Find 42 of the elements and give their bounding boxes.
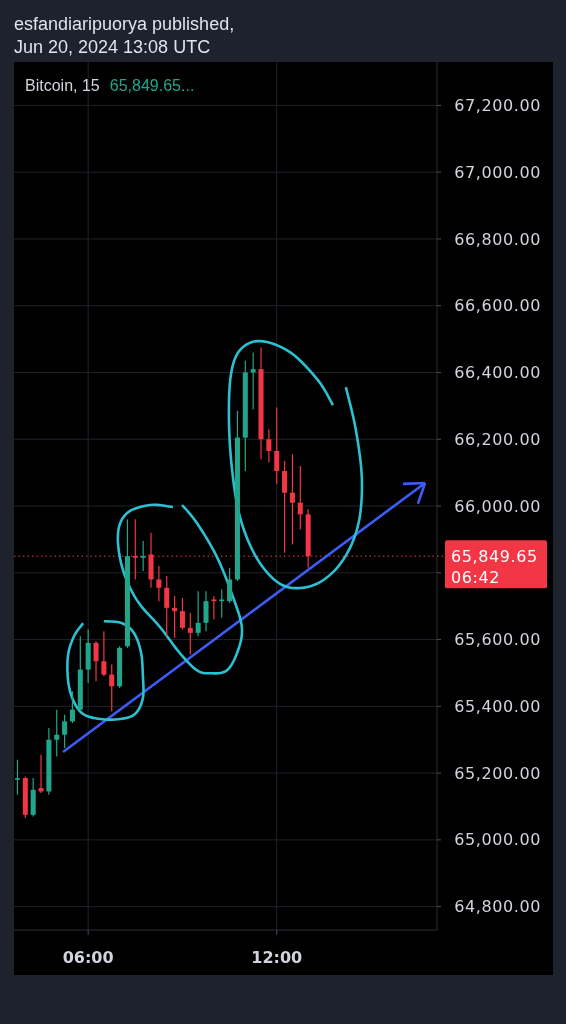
candlestick: [266, 428, 272, 464]
y-tick-label: 65,600.00: [454, 630, 541, 650]
y-tick-label: 67,000.00: [454, 162, 541, 182]
candlestick: [274, 406, 280, 485]
y-tick-label: 66,200.00: [454, 429, 541, 449]
candlestick: [195, 590, 201, 637]
y-tick-label: 66,800.00: [454, 229, 541, 249]
y-tick-label: 65,200.00: [454, 763, 541, 783]
candlestick: [164, 575, 170, 637]
candlestick: [62, 714, 68, 749]
candlestick: [297, 465, 303, 530]
candlestick: [156, 565, 162, 602]
candlestick: [219, 588, 225, 619]
candlestick: [203, 590, 209, 632]
y-tick-label: 67,200.00: [454, 96, 541, 115]
candlestick: [211, 595, 217, 621]
candlestick: [140, 540, 146, 572]
candlestick: [93, 640, 99, 682]
ref-line-label: 65,849.65: [451, 546, 538, 566]
candlestick: [227, 567, 233, 604]
y-tick-label: 65,400.00: [454, 696, 541, 716]
y-tick-label: 66,600.00: [454, 296, 541, 316]
candlestick: [282, 460, 288, 554]
candlestick: [179, 597, 185, 631]
text: Jun 20, 2024 13:08 UTC: [14, 37, 211, 57]
text: 06:42: [451, 567, 501, 587]
candlestick: [289, 453, 295, 546]
candlestick: [101, 630, 107, 677]
text: esfandiaripuorya published,: [14, 14, 235, 34]
y-tick-label: 66,400.00: [454, 363, 541, 383]
text: 65,849.65...: [109, 77, 195, 94]
y-tick-label: 65,000.00: [454, 830, 541, 850]
y-tick-label: 64,800.00: [454, 897, 541, 917]
x-tick-label: 06:00: [62, 948, 114, 967]
candlestick: [109, 663, 115, 712]
candlestick: [69, 690, 75, 724]
candlestick: [14, 759, 20, 796]
y-tick-label: 66,000.00: [454, 496, 541, 516]
text: Bitcoin, 15: [25, 77, 100, 94]
x-tick-label: 12:00: [251, 948, 303, 967]
candlestick: [187, 612, 193, 656]
candlestick: [54, 709, 60, 757]
